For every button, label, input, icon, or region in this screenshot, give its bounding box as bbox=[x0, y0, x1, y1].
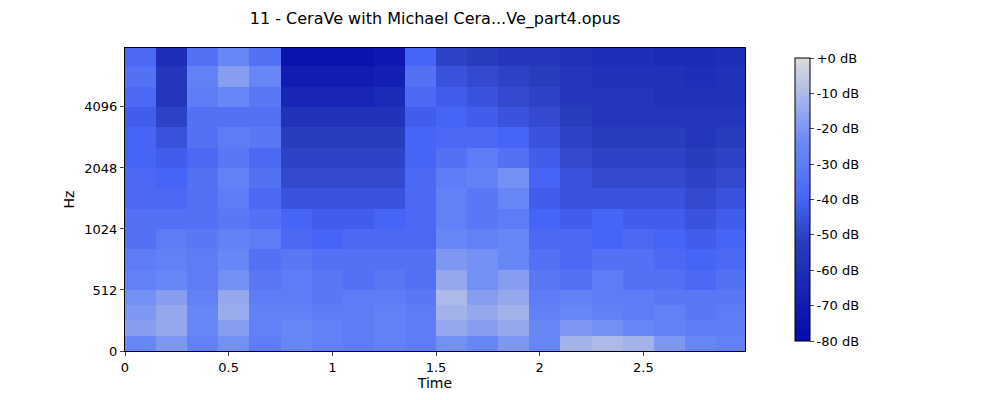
svg-text:0: 0 bbox=[109, 344, 117, 359]
svg-text:-30 dB: -30 dB bbox=[817, 157, 860, 172]
svg-text:1.5: 1.5 bbox=[426, 360, 447, 375]
svg-text:4096: 4096 bbox=[84, 99, 117, 114]
svg-text:+0 dB: +0 dB bbox=[817, 51, 857, 66]
svg-text:512: 512 bbox=[93, 283, 118, 298]
svg-text:-10 dB: -10 dB bbox=[817, 86, 860, 101]
svg-text:-20 dB: -20 dB bbox=[817, 121, 860, 136]
svg-text:-50 dB: -50 dB bbox=[817, 227, 860, 242]
svg-text:2048: 2048 bbox=[84, 161, 117, 176]
svg-text:-60 dB: -60 dB bbox=[817, 263, 860, 278]
svg-text:1: 1 bbox=[328, 360, 336, 375]
svg-text:0: 0 bbox=[121, 360, 129, 375]
svg-text:-80 dB: -80 dB bbox=[817, 334, 860, 349]
svg-text:Time: Time bbox=[417, 375, 452, 391]
svg-text:-70 dB: -70 dB bbox=[817, 298, 860, 313]
svg-text:11 - CeraVe with Michael Cera.: 11 - CeraVe with Michael Cera...Ve_part4… bbox=[250, 9, 620, 29]
svg-text:-40 dB: -40 dB bbox=[817, 192, 860, 207]
svg-text:Hz: Hz bbox=[61, 191, 77, 209]
svg-text:0.5: 0.5 bbox=[218, 360, 239, 375]
svg-text:2.5: 2.5 bbox=[633, 360, 654, 375]
svg-text:2: 2 bbox=[536, 360, 544, 375]
svg-text:1024: 1024 bbox=[84, 222, 117, 237]
